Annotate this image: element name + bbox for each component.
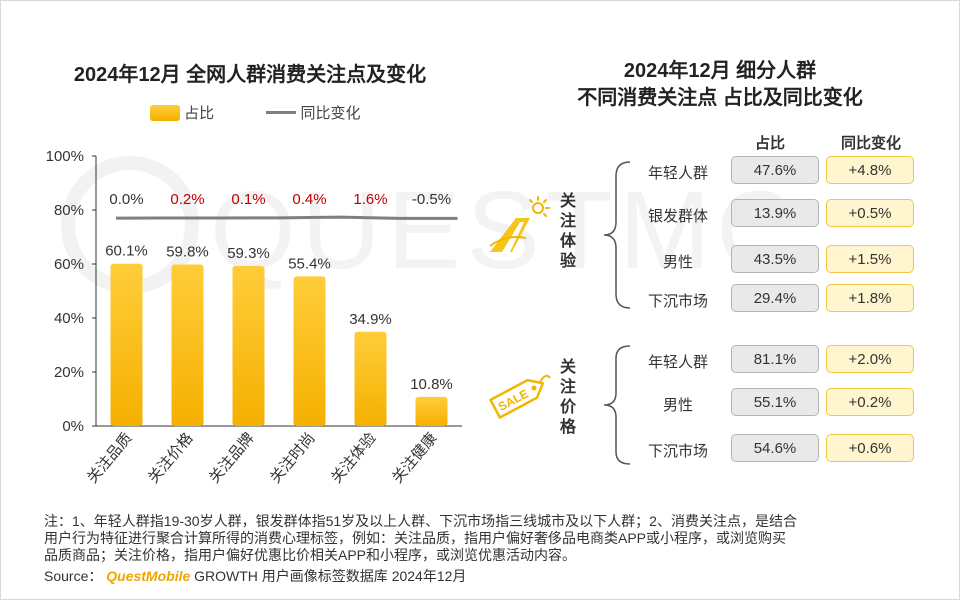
y-tick-label: 80% <box>54 202 84 219</box>
group-brace-price <box>603 345 631 465</box>
source-brand: QuestMobile <box>106 568 191 584</box>
yoy-change-label: 0.1% <box>231 191 265 208</box>
x-category-label: 关注价格 <box>145 430 197 487</box>
x-category-label: 关注时尚 <box>267 430 319 487</box>
road-sun-icon <box>489 196 550 252</box>
bar <box>171 264 204 426</box>
header-yoy: 同比变化 <box>840 135 901 152</box>
bar-chart: 0% 20% 40% 60% 80% 100% 60.1% 0.0% 关注品质 59.8% 0.2… <box>46 148 462 487</box>
bar-value-label: 10.8% <box>410 376 453 393</box>
row-label: 年轻人群 <box>647 354 708 371</box>
footnotes: 注：1、年轻人群指19-30岁人群，银发群体指51岁及以上人群、下沉市场指三线城… <box>44 513 924 564</box>
x-category-label: 关注健康 <box>389 430 441 487</box>
row-label: 下沉市场 <box>647 293 708 310</box>
yoy-cell: +2.0% <box>826 345 914 373</box>
legend-bar-label: 占比 <box>184 105 215 122</box>
yoy-change-label: 1.6% <box>353 191 387 208</box>
header-share: 占比 <box>754 135 785 152</box>
yoy-cell: +1.8% <box>826 284 914 312</box>
bar-value-label: 59.8% <box>166 244 209 261</box>
sale-tag-icon: SALE <box>489 374 551 419</box>
footnote-line-1: 注：1、年轻人群指19-30岁人群，银发群体指51岁及以上人群、下沉市场指三线城… <box>44 513 797 529</box>
bar <box>415 396 448 426</box>
watermark-text: QUESTMOBILE <box>210 169 780 292</box>
y-tick-label: 100% <box>46 148 84 165</box>
share-cell: 54.6% <box>731 434 819 462</box>
yoy-line <box>115 215 458 220</box>
bar <box>354 331 387 426</box>
yoy-cell: +4.8% <box>826 156 914 184</box>
y-tick-label: 0% <box>62 418 84 435</box>
share-cell: 55.1% <box>731 388 819 416</box>
yoy-change-label: 0.4% <box>292 191 326 208</box>
source-line: Source： QuestMobile GROWTH 用户画像标签数据库 202… <box>44 566 466 586</box>
watermark-logo: QUESTMOBILE <box>61 156 780 294</box>
yoy-cell: +0.5% <box>826 199 914 227</box>
share-cell: 43.5% <box>731 245 819 273</box>
bar <box>232 265 265 426</box>
yoy-cell: +1.5% <box>826 245 914 273</box>
row-label: 下沉市场 <box>647 443 708 460</box>
right-title-line2: 不同消费关注点 占比及同比变化 <box>577 87 863 109</box>
legend-bar-swatch <box>150 104 180 121</box>
group-brace-experience <box>603 161 631 309</box>
y-tick-label: 40% <box>54 310 84 327</box>
share-cell: 81.1% <box>731 345 819 373</box>
x-category-label: 关注品质 <box>84 430 136 487</box>
bar-value-label: 60.1% <box>105 243 148 260</box>
legend-line-label: 同比变化 <box>300 105 361 122</box>
footnote-line-3: 品质商品；关注价格，指用户偏好优惠比价相关APP和小程序，或浏览优惠活动内容。 <box>44 547 577 563</box>
chart-legend: 占比 同比变化 <box>150 102 361 123</box>
yoy-cell: +0.6% <box>826 434 914 462</box>
group-label-price: 关 注 价 格 <box>559 359 576 436</box>
yoy-change-label: -0.5% <box>412 191 451 208</box>
source-text: GROWTH 用户画像标签数据库 2024年12月 <box>194 568 467 584</box>
x-category-label: 关注体验 <box>328 430 380 487</box>
group-label-experience: 关 注 体 验 <box>559 193 576 270</box>
row-label: 男性 <box>662 254 693 271</box>
yoy-change-label: 0.0% <box>109 191 143 208</box>
share-cell: 29.4% <box>731 284 819 312</box>
row-label: 男性 <box>662 397 693 414</box>
bar-value-label: 55.4% <box>288 255 331 272</box>
y-tick-label: 20% <box>54 364 84 381</box>
bar <box>293 276 326 426</box>
y-tick-label: 60% <box>54 256 84 273</box>
right-title-line1: 2024年12月 细分人群 <box>623 60 817 82</box>
left-chart-title: 2024年12月 全网人群消费关注点及变化 <box>73 64 427 86</box>
bar-value-label: 59.3% <box>227 245 270 262</box>
footnote-line-2: 用户行为特征进行聚合计算所得的消费心理标签，例如：关注品质，指用户偏好奢侈品电商… <box>44 530 787 546</box>
source-prefix: Source： <box>44 568 103 584</box>
legend-line-swatch <box>266 111 297 114</box>
bar-value-label: 34.9% <box>349 311 392 328</box>
right-panel-title: 2024年12月 细分人群 不同消费关注点 占比及同比变化 <box>520 58 920 112</box>
row-label: 银发群体 <box>647 208 708 225</box>
yoy-cell: +0.2% <box>826 388 914 416</box>
yoy-change-label: 0.2% <box>170 191 204 208</box>
row-label: 年轻人群 <box>647 165 708 182</box>
share-cell: 47.6% <box>731 156 819 184</box>
share-cell: 13.9% <box>731 199 819 227</box>
bar <box>110 263 143 426</box>
x-category-label: 关注品牌 <box>206 430 258 487</box>
